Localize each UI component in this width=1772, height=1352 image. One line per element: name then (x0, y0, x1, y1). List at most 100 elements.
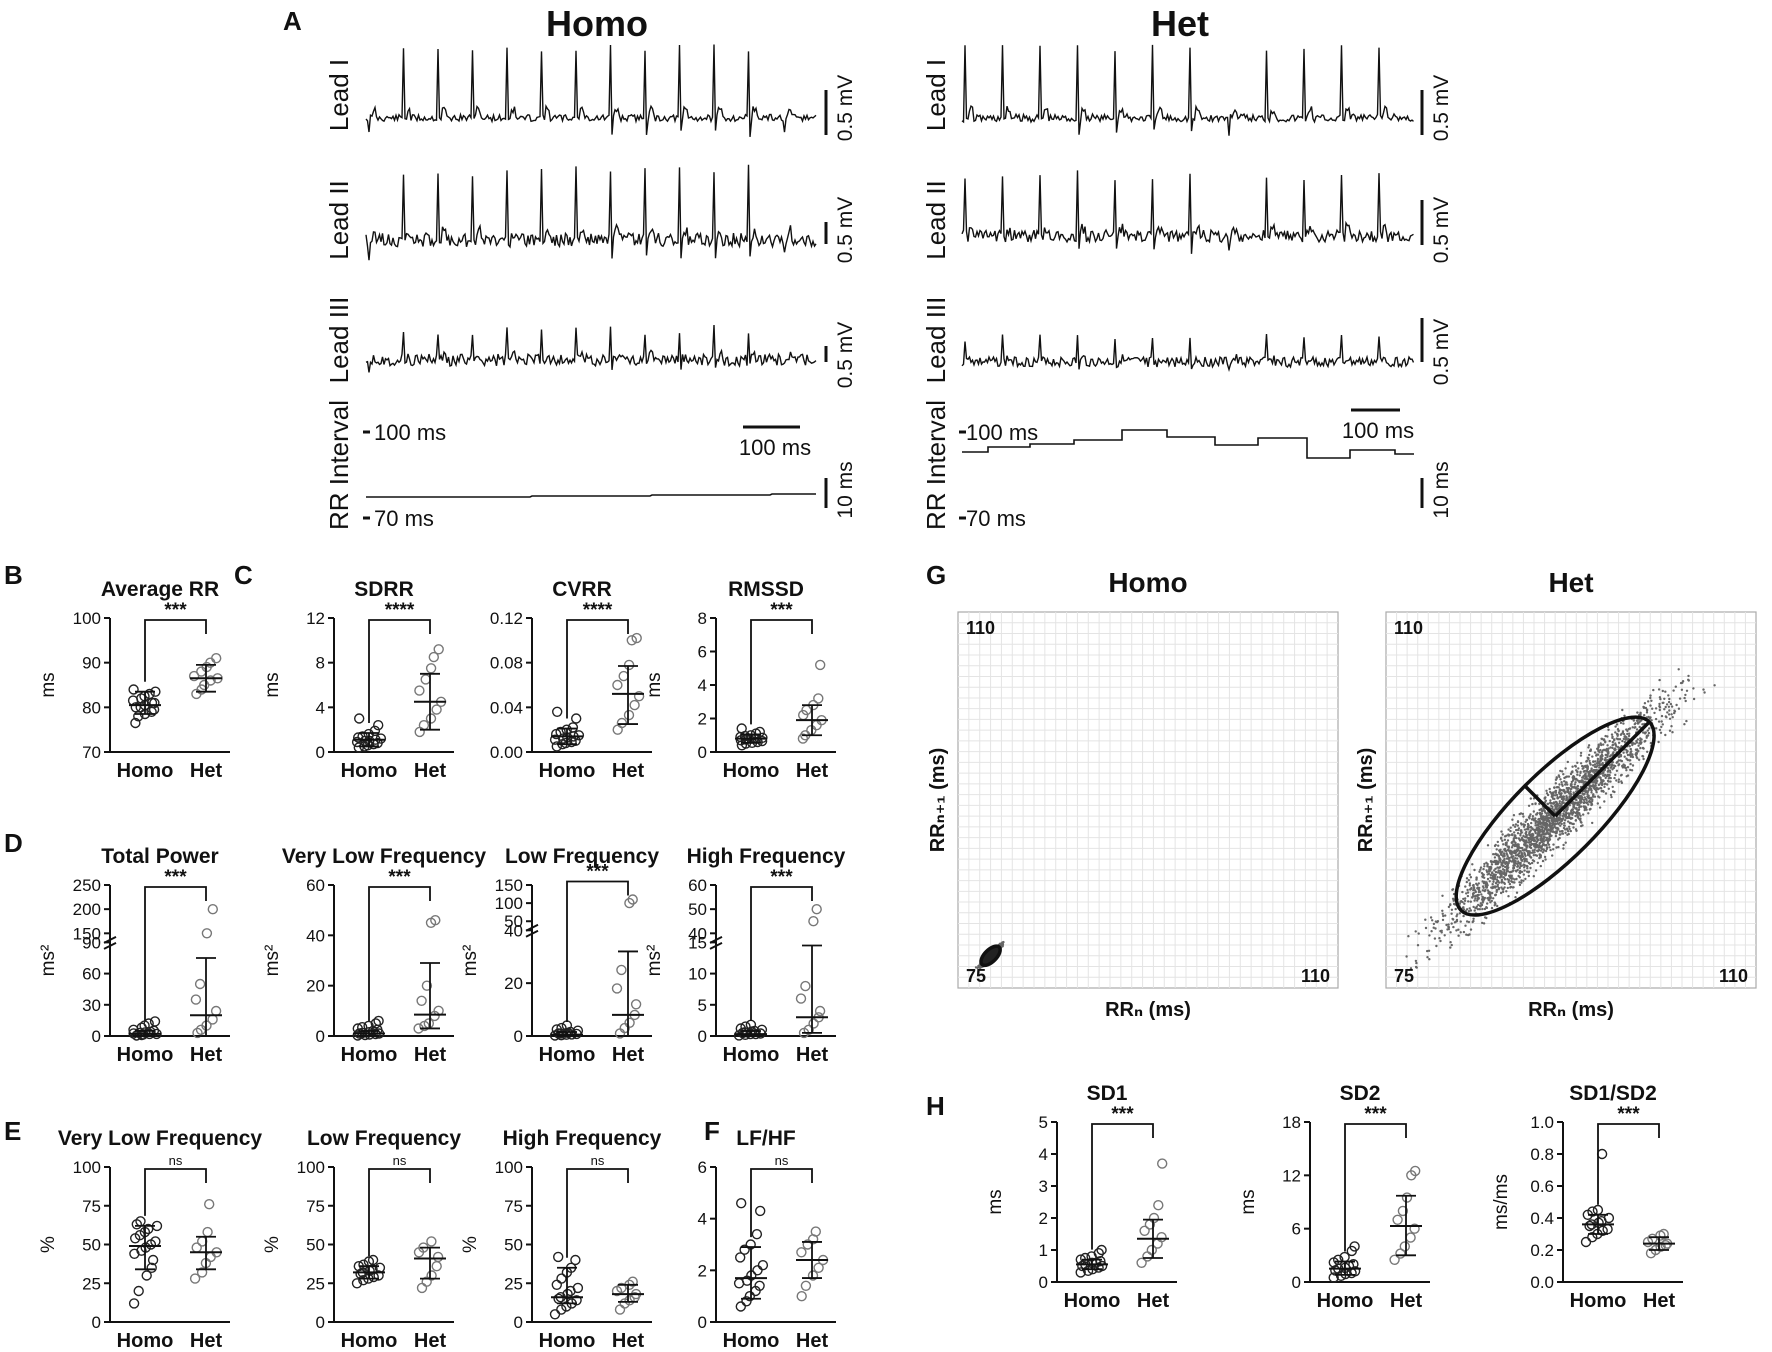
poincare-point (1526, 827, 1529, 831)
poincare-point (1527, 861, 1531, 865)
data-point-HF_abs-het (811, 904, 822, 915)
x-tick-label-SD1: Homo (1064, 1290, 1121, 1312)
poincare-point (1595, 762, 1599, 765)
poincare-point (1481, 880, 1484, 883)
poincare-point (1510, 855, 1513, 859)
poincare-point (1529, 866, 1532, 870)
poincare-point (1549, 790, 1552, 794)
poincare-point (1494, 867, 1497, 870)
plot-title-HF_pct: High Frequency (503, 1127, 662, 1150)
poincare-point (1491, 891, 1494, 895)
data-point-SD1-homo (1079, 1252, 1091, 1264)
significance-label-VLF_pct: ns (169, 1153, 183, 1168)
poincare-point (1584, 797, 1588, 801)
poincare-point (1498, 876, 1502, 879)
poincare-point (1684, 699, 1687, 703)
poincare-point (1556, 820, 1559, 823)
data-point-SD2-het (1401, 1192, 1413, 1203)
poincare-point (1591, 795, 1595, 798)
poincare-point (1657, 720, 1661, 723)
y-tick-label-RMSSD: 2 (698, 710, 707, 729)
poincare-point (1527, 853, 1530, 857)
poincare-point (1589, 763, 1592, 766)
poincare-point (1585, 808, 1588, 811)
poincare-point (1476, 893, 1479, 897)
poincare-point (1447, 923, 1450, 926)
poincare-point (1524, 820, 1527, 823)
x-axis-label-G_Homo: RRₙ (ms) (1105, 999, 1191, 1021)
data-point-B-homo (128, 684, 139, 695)
poincare-point (1560, 822, 1563, 826)
poincare-point (1576, 773, 1579, 776)
y-tick-label-LFHF: 0 (698, 1313, 707, 1332)
rr-bottom-label-homo: 70 ms (374, 506, 434, 531)
poincare-point (1587, 812, 1590, 815)
poincare-point (1565, 828, 1569, 831)
y-tick-label-SD1SD2: 0.4 (1530, 1209, 1554, 1228)
poincare-point (1607, 787, 1611, 790)
data-point-LFHF-homo (757, 1259, 769, 1271)
poincare-point (1579, 799, 1582, 802)
poincare-point (1587, 797, 1590, 800)
poincare-point (1494, 862, 1498, 866)
poincare-point (1564, 808, 1567, 811)
poincare-point (1505, 890, 1508, 893)
rr-scalelabel-homo: 10 ms (834, 461, 857, 518)
poincare-point (1538, 825, 1541, 828)
poincare-point (1507, 874, 1511, 877)
data-point-B-homo (130, 717, 141, 729)
poincare-point (1596, 779, 1599, 783)
poincare-point (1615, 761, 1618, 764)
mv-scalelabel-homo-2: 0.5 mV (834, 197, 857, 264)
poincare-point (1507, 866, 1510, 869)
poincare-point (1539, 813, 1542, 816)
poincare-point (1713, 684, 1716, 687)
poincare-point (1551, 791, 1554, 795)
poincare-point (1670, 725, 1673, 728)
x-tick-label-VLF: Homo (341, 1044, 398, 1066)
data-point-SDRR-het (418, 720, 430, 731)
corner-label-right-G_Het: 110 (1719, 966, 1748, 986)
data-point-SDRR-homo (373, 720, 384, 731)
poincare-point (1671, 716, 1674, 719)
data-point-RMSSD-het (797, 733, 809, 744)
poincare-point (1534, 869, 1538, 872)
poincare-point (1507, 857, 1510, 860)
plot-title-RMSSD: RMSSD (728, 578, 804, 601)
poincare-point (1560, 789, 1563, 792)
poincare-point (1548, 825, 1552, 829)
poincare-point (1636, 738, 1640, 741)
data-point-B-het (210, 653, 222, 664)
poincare-point (1643, 714, 1646, 717)
poincare-point (1599, 759, 1603, 762)
poincare-point (1554, 807, 1557, 810)
poincare-point (1521, 846, 1524, 850)
poincare-point (1520, 831, 1524, 834)
poincare-point (1459, 900, 1462, 903)
data-point-LF_pct-homo (373, 1270, 384, 1281)
data-point-LF_abs-het (616, 964, 627, 976)
poincare-point (1626, 732, 1629, 736)
poincare-point (1668, 697, 1671, 701)
poincare-point (1570, 783, 1573, 786)
poincare-point (1524, 836, 1527, 839)
poincare-point (1504, 872, 1507, 875)
ecg-panel: Homo Het Lead I Lead II Lead III RR Inte… (324, 3, 1453, 531)
y-tick-label-SD1SD2: 0.0 (1530, 1273, 1554, 1292)
poincare-point (1518, 881, 1521, 884)
poincare-point (1506, 853, 1509, 856)
x-tick-label-VLF_pct: Homo (117, 1330, 174, 1352)
poincare-point (1490, 906, 1494, 910)
poincare-point (1463, 899, 1467, 902)
poincare-point (1562, 789, 1565, 793)
poincare-point (1585, 769, 1589, 772)
poincare-point (1592, 786, 1595, 789)
poincare-point (1658, 678, 1661, 682)
poincare-point (1629, 768, 1632, 772)
poincare-point (1556, 797, 1559, 800)
poincare-point (1560, 781, 1563, 784)
y-tick-label-HF_pct: 25 (504, 1274, 523, 1293)
data-point-SD1SD2-homo (1603, 1212, 1615, 1224)
poincare-point (1511, 870, 1514, 873)
